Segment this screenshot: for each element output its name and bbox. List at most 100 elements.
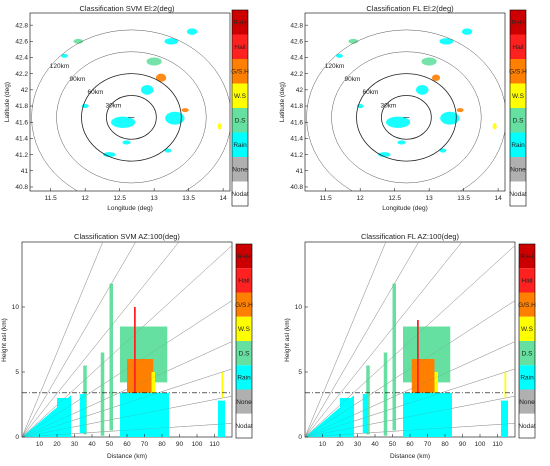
colorbar-swatch <box>519 341 535 366</box>
x-tick-label: 11.5 <box>320 195 333 202</box>
echo-rain <box>416 85 429 95</box>
beam-line-overlay <box>305 341 515 437</box>
range-label: 90km <box>70 76 86 83</box>
colorbar-swatch <box>236 244 252 269</box>
y-tick-label: 42.8 <box>15 22 28 29</box>
echo-ds <box>392 283 396 431</box>
echo-rain <box>120 392 169 437</box>
colorbar-label: Rain <box>511 142 525 149</box>
colorbar-swatch <box>232 132 248 157</box>
echo-gsh <box>456 108 464 113</box>
colorbar-swatch <box>519 316 535 341</box>
x-tick-label: 40 <box>88 441 96 448</box>
echo-ds <box>100 352 105 436</box>
x-tick-label: 12.5 <box>388 195 401 202</box>
echo-rain <box>218 400 225 437</box>
x-tick-label: 70 <box>141 441 149 448</box>
range-ring <box>31 29 230 191</box>
y-tick-label: 42.4 <box>290 55 303 62</box>
rhi-svm-echoes <box>22 242 232 437</box>
x-tick-label: 30 <box>71 441 79 448</box>
y-tick-label: 42.4 <box>15 55 28 62</box>
echo-rain <box>111 116 136 128</box>
ppi-svm-echoes <box>61 28 222 158</box>
colorbar-swatch <box>510 181 526 206</box>
x-tick-label: 10 <box>319 441 327 448</box>
echo-ws <box>492 123 497 130</box>
echo-ws <box>434 372 438 411</box>
echo-rain <box>122 140 131 145</box>
beam-line-overlay <box>22 245 232 437</box>
colorbar-label: None <box>510 167 526 174</box>
ppi-svm-title: Classification SVM El:2(deg) <box>79 4 175 13</box>
echo-rain <box>386 116 411 128</box>
y-tick-label: 42 <box>296 87 304 94</box>
colorbar-swatch <box>236 292 252 317</box>
colorbar-label: Nodat <box>509 191 527 198</box>
colorbar-label: G/S.H <box>518 302 536 309</box>
ppi-fl-x-ticks: 11.5 12 12.5 13 13.5 14 <box>320 188 502 202</box>
colorbar-swatch <box>236 316 252 341</box>
ppi-fl-range-rings <box>306 29 505 191</box>
echo-rain <box>164 148 172 153</box>
echo-ds <box>146 57 162 66</box>
x-tick-label: 80 <box>441 441 449 448</box>
rhi-svm-xlabel: Distance (km) <box>107 453 147 460</box>
x-tick-label: 12 <box>82 195 90 202</box>
beam-line-overlay <box>22 396 232 437</box>
ppi-svm-y-ticks: 40.8 41 41.2 41.4 41.6 41.8 42 42.2 42.4 42.6 42.8 <box>15 22 33 191</box>
echo-ws <box>217 123 222 130</box>
echo-ws <box>151 372 155 411</box>
colorbar-swatch <box>510 10 526 35</box>
colorbar-swatch <box>236 268 252 293</box>
colorbar-rhi-svm: R+H Hail G/S.H W.S D.S Rain None Nodat <box>235 243 253 439</box>
range-ring <box>331 51 482 184</box>
x-tick-label: 13 <box>426 195 434 202</box>
y-tick-label: 41.6 <box>15 119 28 126</box>
rhi-fl-panel: Classification FL AZ:100(deg) 10 20 30 40 50… <box>284 232 516 460</box>
echo-rain <box>61 53 68 58</box>
colorbar-label: Nodat <box>518 423 536 430</box>
colorbar-swatch <box>232 83 248 108</box>
colorbar-swatch <box>510 59 526 84</box>
ppi-fl-y-ticks: 40.8 41 41.2 41.4 41.6 41.8 42 42.2 42.4 42.6 42.8 <box>290 22 308 191</box>
beam-line-overlay <box>22 242 103 437</box>
ppi-fl-title: Classification FL El:2(deg) <box>366 4 454 13</box>
x-tick-label: 50 <box>389 441 397 448</box>
x-tick-label: 90 <box>459 441 467 448</box>
y-tick-label: 41.2 <box>290 152 303 159</box>
colorbar-frame <box>509 9 527 207</box>
beam-line-overlay <box>305 242 463 437</box>
x-tick-label: 80 <box>158 441 166 448</box>
range-label: 120km <box>50 63 70 70</box>
echo-ws <box>504 372 507 398</box>
x-tick-label: 60 <box>406 441 414 448</box>
colorbar-swatch <box>519 413 535 438</box>
colorbar-label: W.S <box>234 93 247 100</box>
colorbar-label: None <box>519 399 535 406</box>
colorbar-label: Rain <box>233 142 247 149</box>
y-tick-label: 41.8 <box>290 103 303 110</box>
colorbar-swatch <box>232 10 248 35</box>
colorbar-label: R+H <box>237 253 250 260</box>
ppi-fl-ylabel: Latitude (deg) <box>279 82 286 122</box>
echo-gsh <box>431 74 441 81</box>
y-tick-label: 42.2 <box>15 71 28 78</box>
colorbar-swatch <box>519 244 535 269</box>
colorbar-label: D.S <box>235 118 247 125</box>
echo-gsh <box>155 73 167 82</box>
colorbar-label: R+H <box>233 20 246 27</box>
x-tick-label: 70 <box>424 441 432 448</box>
colorbar-swatch <box>232 157 248 182</box>
y-tick-label: 41.4 <box>290 136 303 143</box>
echo-hail <box>417 320 419 437</box>
range-ring <box>56 51 207 184</box>
colorbar-frame <box>518 243 536 439</box>
rhi-fl-y-ticks: 0 5 10 <box>295 304 308 441</box>
rhi-fl-echoes <box>305 242 515 437</box>
colorbar-label: None <box>236 399 252 406</box>
x-tick-label: 13.5 <box>457 195 470 202</box>
echo-rain <box>439 38 454 45</box>
colorbar-label: R+H <box>511 20 524 27</box>
